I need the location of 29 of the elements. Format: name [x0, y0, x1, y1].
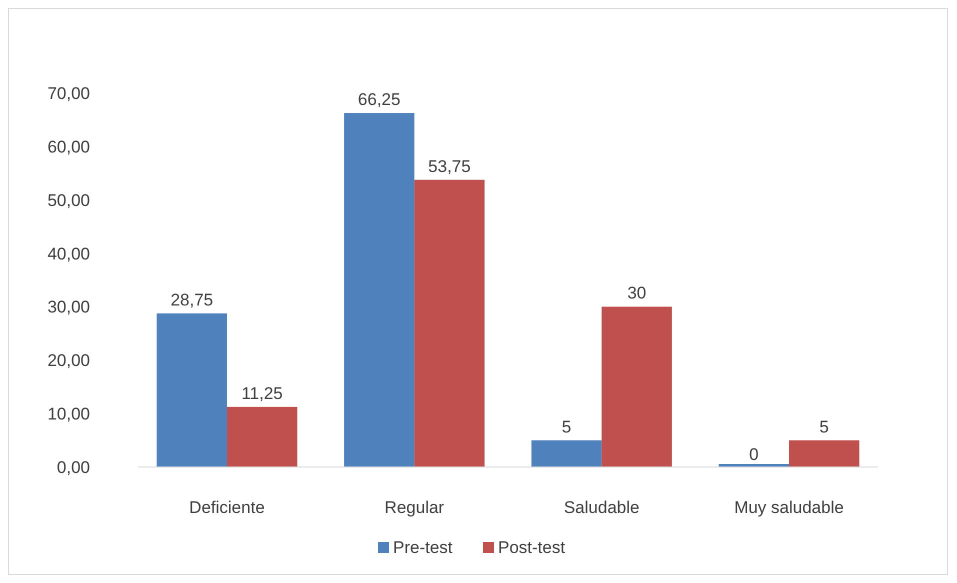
x-tick-label: Muy saludable	[734, 498, 844, 517]
x-tick-label: Regular	[384, 498, 444, 517]
data-label: 0	[749, 445, 759, 464]
bar	[226, 406, 298, 467]
y-tick-label: 20,00	[47, 351, 90, 370]
data-label: 66,25	[358, 90, 400, 110]
data-label: 5	[819, 417, 829, 436]
legend-label: Post-test	[498, 538, 566, 557]
y-tick-label: 60,00	[47, 137, 90, 156]
y-tick-label: 70,00	[47, 84, 90, 103]
data-label: 30	[627, 284, 646, 303]
data-label: 53,75	[428, 156, 471, 176]
y-tick-label: 30,00	[47, 298, 90, 317]
bar	[531, 440, 602, 467]
bar	[602, 306, 672, 467]
bar	[789, 440, 860, 467]
y-tick-label: 10,00	[47, 404, 90, 424]
bar	[156, 313, 227, 467]
y-tick-label: 0,00	[56, 458, 90, 477]
bar	[344, 113, 414, 467]
data-label: 5	[562, 417, 572, 436]
data-label: 28,75	[170, 290, 214, 310]
y-tick-label: 50,00	[47, 190, 90, 210]
x-tick-label: Deficiente	[189, 498, 265, 517]
legend-label: Pre-test	[393, 538, 453, 557]
x-tick-label: Saludable	[564, 498, 640, 517]
y-tick-label: 40,00	[47, 244, 90, 264]
data-label: 11,25	[241, 384, 283, 403]
bar	[414, 180, 485, 467]
